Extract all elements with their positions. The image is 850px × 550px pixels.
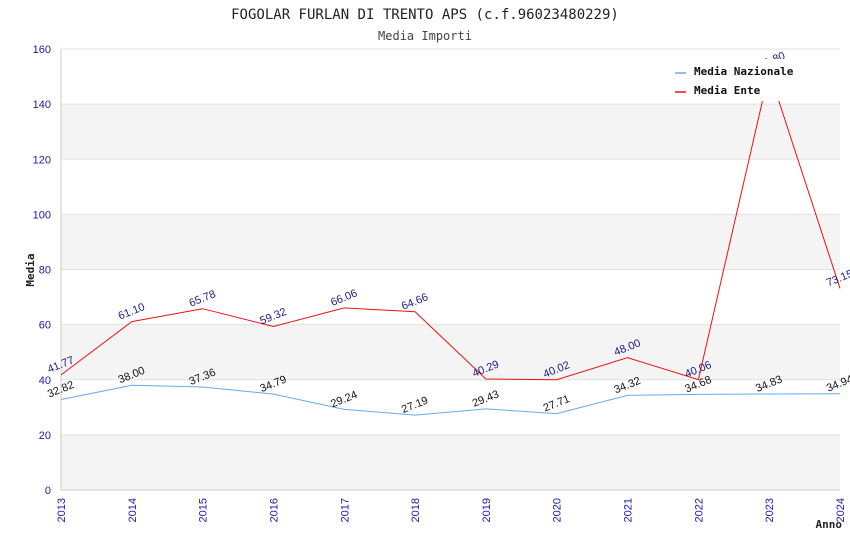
legend-box [669,59,809,101]
chart-title: FOGOLAR FURLAN DI TRENTO APS (c.f.960234… [231,7,619,23]
x-axis-label: Anno [816,518,843,531]
x-tick-label: 2018 [410,498,422,522]
y-tick-label: 0 [45,485,51,497]
grid-band [61,434,840,490]
legend-label-media-ente: Media Ente [694,84,761,97]
grid-band [61,104,840,160]
y-tick-label: 60 [39,320,51,332]
y-axis-label: Media [24,253,37,286]
x-tick-label: 2015 [198,498,210,522]
series-line-media-ente [60,69,841,381]
x-tick-label: 2020 [552,498,564,522]
grid-band [61,324,840,380]
x-tick-label: 2019 [481,498,493,522]
axes [60,49,840,491]
grid-band [61,214,840,270]
x-tick-label: 2017 [339,498,351,522]
x-tick-label: 2013 [56,498,68,522]
x-tick-label: 2024 [835,498,847,522]
y-tick-label: 20 [39,430,51,442]
y-tick-labels: 0 20 40 60 80 100 120 140 160 [33,44,51,497]
x-tick-labels: 2013 2014 2015 2016 2017 2018 2019 2020 2021 2022… [56,498,847,522]
grid-band [61,159,840,215]
x-tick-label: 2016 [268,498,280,522]
y-tick-label: 120 [33,154,51,166]
x-tick-label: 2021 [623,498,635,522]
x-tick-label: 2014 [127,498,139,522]
x-tick-label: 2023 [764,498,776,522]
y-tick-label: 160 [33,44,51,56]
legend: Media Nazionale Media Ente [669,59,809,101]
y-tick-label: 140 [33,99,51,111]
grid-bands [61,49,840,490]
grid-band [61,269,840,325]
series-lines [60,69,841,416]
series-line-media-nazionale [60,384,841,416]
y-tick-label: 80 [39,265,51,277]
x-tick-label: 2022 [693,498,705,522]
legend-label-media-nazionale: Media Nazionale [694,65,794,78]
grid-band [61,379,840,435]
y-tick-label: 100 [33,209,51,221]
y-tick-label: 40 [39,375,51,387]
chart-subtitle: Media Importi [378,29,472,43]
